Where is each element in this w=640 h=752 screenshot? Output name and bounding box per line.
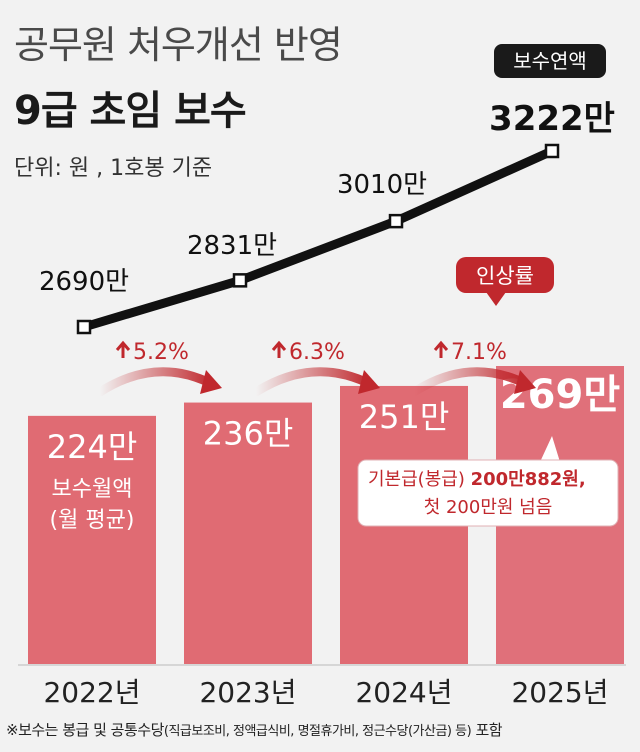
x-tick-label: 2023년 bbox=[199, 676, 296, 709]
callout-line1-normal: 기본급(봉급) bbox=[368, 469, 471, 490]
growth-badge-pointer bbox=[486, 292, 506, 306]
up-arrow-icon bbox=[433, 340, 449, 358]
growth-rate-label: 6.3% bbox=[289, 340, 345, 365]
line-value-label: 2831만 bbox=[187, 231, 277, 261]
x-tick-label: 2024년 bbox=[355, 676, 452, 709]
growth-badge bbox=[456, 257, 554, 293]
footnote-detail: (직급보조비, 정액급식비, 명절휴가비, 정근수당(가산금) 등) bbox=[163, 724, 472, 739]
growth-arrow-arc bbox=[95, 367, 217, 397]
legend-badge bbox=[494, 44, 606, 78]
bar-value-label: 236만 bbox=[203, 415, 294, 453]
callout-pointer bbox=[540, 436, 560, 462]
line-value-label: 2690만 bbox=[39, 267, 129, 297]
growth-arrow-arc bbox=[409, 367, 531, 397]
line-value-label: 3010만 bbox=[337, 170, 427, 200]
x-tick-label: 2025년 bbox=[511, 676, 608, 709]
growth-arrow-head bbox=[358, 370, 380, 394]
up-arrow-icon bbox=[115, 340, 131, 358]
line-point bbox=[544, 143, 560, 159]
legend-badge-label: 보수연액 bbox=[513, 49, 587, 73]
page-title: 공무원 처우개선 반영 bbox=[14, 23, 343, 67]
callout-line2: 첫 200만원 넘음 bbox=[424, 497, 553, 518]
bar-note-line2: (월 평균) bbox=[50, 508, 135, 533]
line-series-보수연액 bbox=[82, 146, 554, 332]
line-point bbox=[76, 319, 92, 335]
bar-value-label: 251만 bbox=[359, 398, 450, 436]
line-point bbox=[232, 273, 248, 288]
growth-arrow-head bbox=[514, 370, 536, 394]
growth-arrow-arc bbox=[251, 367, 375, 397]
x-tick-label: 2022년 bbox=[43, 676, 140, 709]
unit-note: 단위: 원 , 1호봉 기준 bbox=[14, 156, 213, 181]
bar-2023년 bbox=[184, 402, 312, 664]
line-value-label: 3222만 bbox=[489, 99, 615, 139]
footnote-suffix: 포함 bbox=[471, 721, 503, 739]
bar-value-label: 224만 bbox=[47, 428, 138, 466]
growth-badge-label: 인상률 bbox=[476, 264, 534, 288]
growth-rate-label: 5.2% bbox=[133, 340, 189, 365]
up-arrow-icon bbox=[271, 340, 287, 358]
callout-box bbox=[357, 459, 619, 527]
callout-line1-bold: 200만882원, bbox=[471, 469, 586, 490]
callout-line1: 기본급(봉급) 200만882원, bbox=[368, 469, 586, 490]
page-subtitle: 9급 초임 보수 bbox=[14, 88, 247, 134]
line-point bbox=[388, 213, 404, 229]
bar-2022년 bbox=[28, 415, 156, 664]
footnote: ※보수는 봉급 및 공통수당(직급보조비, 정액급식비, 명절휴가비, 정근수당… bbox=[6, 719, 503, 740]
footnote-prefix: ※보수는 봉급 및 공통수당 bbox=[6, 721, 164, 739]
growth-arrow-head bbox=[200, 370, 222, 394]
growth-rate-label: 7.1% bbox=[451, 340, 507, 365]
bar-note-line1: 보수월액 bbox=[52, 477, 133, 502]
